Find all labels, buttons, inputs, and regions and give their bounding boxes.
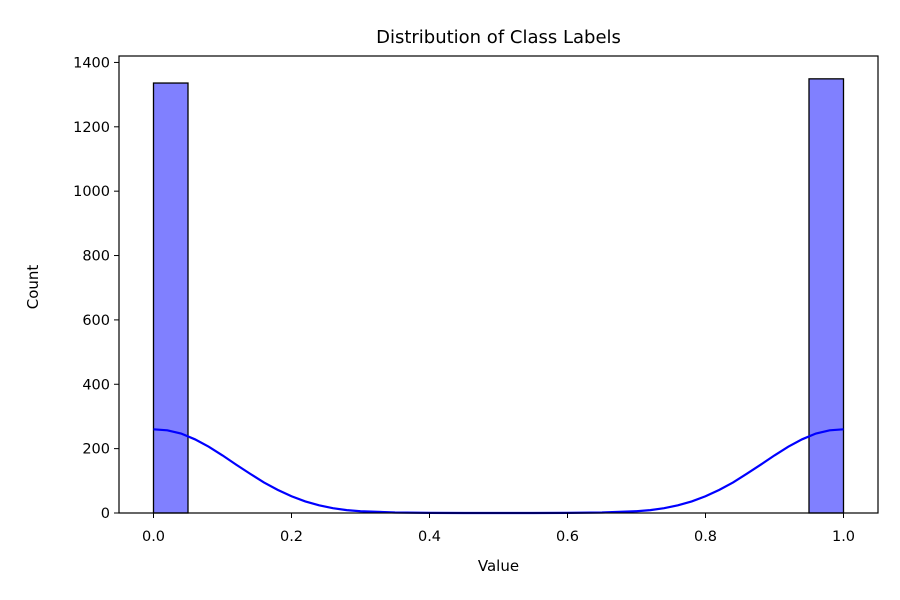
x-tick-label: 0.0 [142,529,165,545]
x-axis: 0.0 0.2 0.4 0.6 0.8 1.0 [142,513,855,545]
x-axis-label: Value [478,557,519,575]
y-tick-label: 600 [82,313,110,329]
x-tick-label: 1.0 [832,529,855,545]
chart-title: Distribution of Class Labels [376,27,621,48]
y-tick-label: 200 [82,442,110,458]
kde-curve [153,428,844,515]
histogram-bar [152,82,189,514]
plot-frame [118,55,879,514]
y-tick-label: 800 [82,249,110,265]
y-tick-label: 400 [82,377,110,393]
x-tick-label: 0.8 [694,529,717,545]
y-axis-label: Count [24,265,42,310]
y-axis: 0 200 400 600 800 1000 1200 1400 [73,55,119,522]
x-tick-label: 0.6 [556,529,579,545]
y-tick-label: 1400 [73,55,110,71]
y-tick-label: 1000 [73,184,110,200]
histogram-bar [808,78,845,514]
y-tick-label: 0 [101,506,110,522]
y-tick-label: 1200 [73,120,110,136]
x-tick-label: 0.2 [280,529,303,545]
x-tick-label: 0.4 [418,529,441,545]
histogram-bars [152,78,845,514]
